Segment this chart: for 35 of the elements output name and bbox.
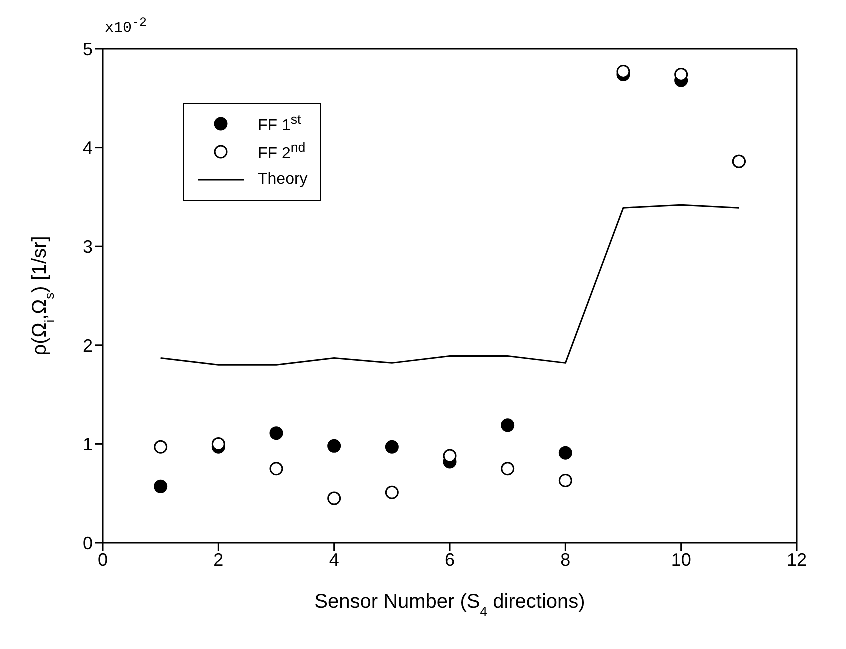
line-series [160, 204, 740, 366]
point [270, 462, 284, 476]
legend-label: FF 1$^{st}$ [258, 112, 302, 136]
y-tick-label: 2 [82, 336, 93, 356]
y-tick-label: 3 [82, 236, 93, 257]
x-axis-title: Sensor Number (S$_{4}$ directions) [314, 591, 586, 618]
point [674, 68, 688, 82]
legend-label: FF 2$^{nd}$ [258, 140, 306, 164]
point [501, 462, 515, 476]
legend-label: Theory [258, 171, 308, 189]
point [443, 449, 457, 463]
point [328, 439, 342, 453]
point [385, 486, 399, 500]
x-tick-label: 0 [98, 550, 108, 570]
point [154, 440, 168, 454]
point [212, 437, 226, 451]
point [154, 480, 168, 494]
y-tick-label: 0 [82, 533, 93, 554]
point [270, 426, 284, 440]
x-tick-label: 6 [444, 550, 456, 570]
y-tick-label: 5 [82, 39, 93, 60]
x-tick-label: 4 [329, 550, 340, 570]
y-tick-label: 1 [82, 434, 93, 455]
x-tick-label: 2 [214, 550, 224, 570]
point [385, 440, 399, 454]
text: x10$^{-2}$ [105, 16, 148, 37]
x-tick-label: 8 [560, 550, 571, 570]
x-tick-label: 10 [671, 550, 692, 570]
point [558, 446, 572, 460]
point [558, 474, 572, 488]
point [616, 64, 630, 78]
point [501, 418, 515, 432]
y-tick-label: 4 [82, 138, 93, 158]
x-tick-label: 12 [786, 550, 808, 570]
point [328, 492, 342, 506]
